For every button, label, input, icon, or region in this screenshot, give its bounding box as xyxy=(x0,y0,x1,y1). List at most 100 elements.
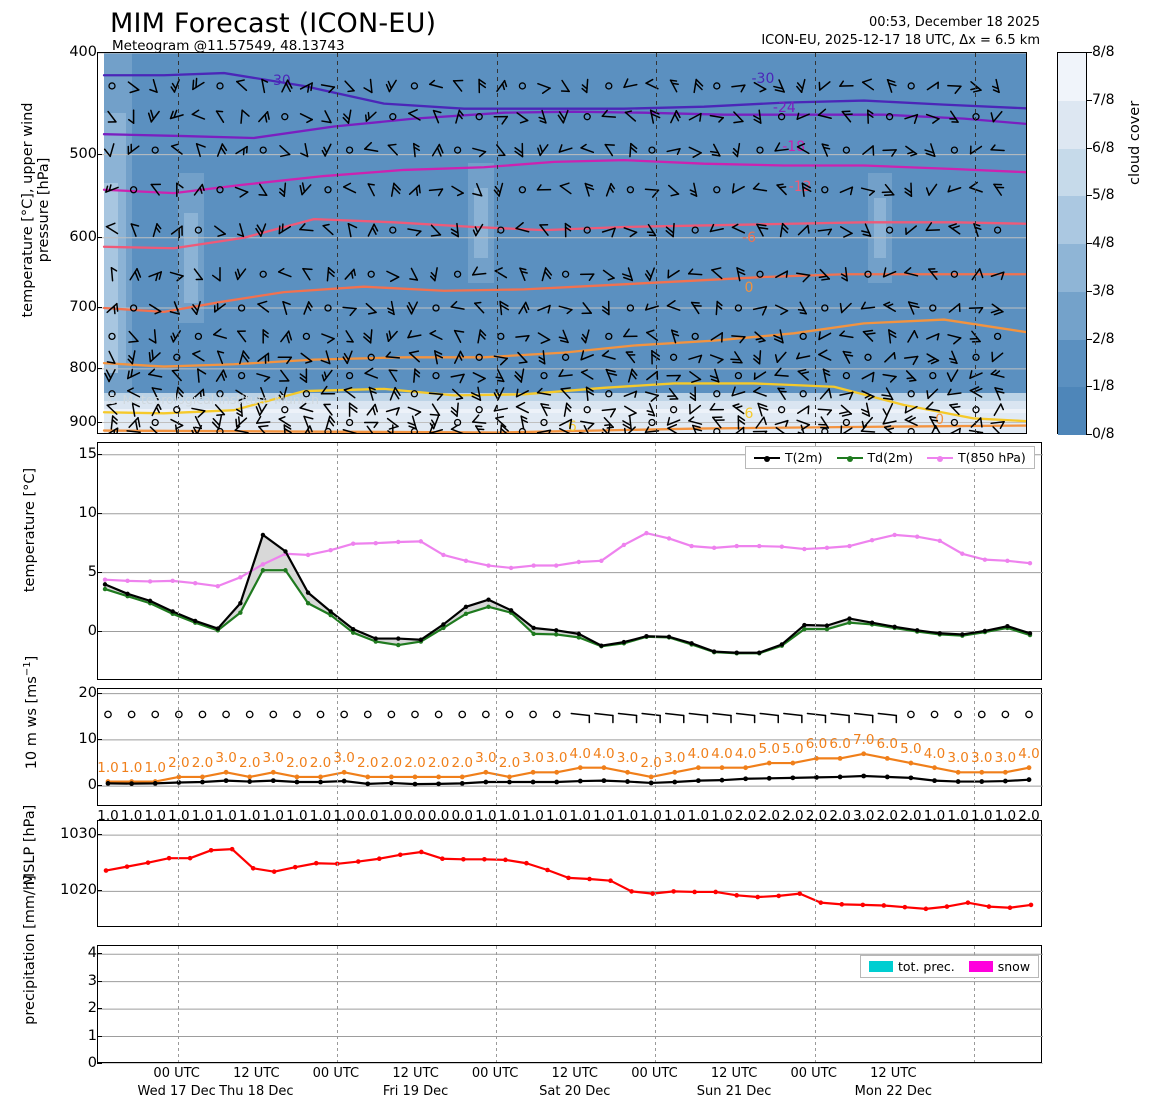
day-gridline xyxy=(655,689,657,805)
wind-speed-label: 2.0 xyxy=(380,754,403,771)
day-gridline xyxy=(814,689,816,805)
p3-plot xyxy=(98,693,1043,787)
x-axis-time: 12 UTC xyxy=(392,1066,439,1081)
day-gridline xyxy=(177,946,179,1062)
day-gridline xyxy=(655,821,657,926)
day-gridline xyxy=(974,689,975,805)
day-gridline xyxy=(337,53,339,433)
p4-plot xyxy=(98,834,1043,912)
p5-ytick: 4 xyxy=(87,945,97,962)
colorbar-tick-mark xyxy=(1086,290,1092,292)
day-gridline xyxy=(974,821,975,926)
colorbar-tick-mark xyxy=(1086,338,1092,340)
day-gridline xyxy=(336,689,338,805)
day-gridline xyxy=(656,53,657,433)
wind-speed-label: 3.0 xyxy=(947,750,969,767)
wind-speed-label: 5.0 xyxy=(900,741,922,758)
wind-speed-label: 3.0 xyxy=(971,750,993,767)
colorbar-tick-label: 3/8 xyxy=(1092,282,1115,299)
colorbar-label: cloud cover xyxy=(1127,100,1143,185)
p4-ytick: 1020 xyxy=(60,882,97,899)
wind-speed-label: 1.0 xyxy=(120,759,143,776)
x-axis-time: 12 UTC xyxy=(551,1066,598,1081)
cross-section-panel: -30 -30 -24 -18 -12 -6 0 6 0 6 © Meteorological In… xyxy=(97,52,1027,434)
tick-mark xyxy=(97,52,102,53)
colorbar-tick-mark xyxy=(1086,243,1092,244)
x-axis-day: Sun 21 Dec xyxy=(696,1084,772,1099)
day-gridline xyxy=(655,443,657,679)
tick-mark xyxy=(97,738,102,740)
x-axis-day: Thu 18 Dec xyxy=(219,1084,294,1099)
temperature-panel xyxy=(97,442,1043,680)
cross-section-ylabel: temperature [°C], upper wind pressure [h… xyxy=(20,102,52,318)
precipitation-legend: tot. prec. snow xyxy=(860,955,1040,978)
legend-label-t2m: T(2m) xyxy=(785,450,823,465)
x-axis-day: Mon 22 Dec xyxy=(854,1084,933,1099)
colorbar-band xyxy=(1058,387,1086,435)
wind-speed-label: 2.0 xyxy=(168,754,190,771)
colorbar-tick-mark xyxy=(1086,99,1092,101)
colorbar-tick-label: 7/8 xyxy=(1092,91,1115,108)
x-axis-tick: 00 UTC xyxy=(790,1066,836,1084)
wind-speed-label: 2.0 xyxy=(286,754,308,771)
wind-speed-label: 3.0 xyxy=(215,750,237,767)
contour-label: 0 xyxy=(744,279,754,296)
x-axis-time: 12 UTC xyxy=(233,1066,280,1081)
wind-speed-label: 2.0 xyxy=(404,754,426,771)
legend-label-totprec: tot. prec. xyxy=(898,959,955,974)
x-axis-day: Sat 20 Dec xyxy=(539,1084,611,1099)
day-gridline xyxy=(336,821,338,926)
day-gridline xyxy=(496,689,498,805)
wind-speed-label: 3.0 xyxy=(262,750,285,767)
page-subtitle: Meteogram @11.57549, 48.13743 xyxy=(112,38,345,54)
x-axis-tick: 12 UTC Fri 19 Dec xyxy=(383,1066,448,1100)
cross-section-ytick: 800 xyxy=(69,359,97,376)
x-axis-time: 12 UTC xyxy=(870,1066,917,1081)
x-axis-tick: 00 UTC xyxy=(313,1066,359,1084)
day-gridline xyxy=(974,53,976,433)
tick-mark xyxy=(97,980,102,982)
tick-mark xyxy=(97,785,102,787)
tick-mark xyxy=(97,1063,102,1064)
colorbar-tick-mark xyxy=(1086,195,1092,197)
wind-speed-label: 4.0 xyxy=(711,745,733,762)
colorbar-tick-label: 4/8 xyxy=(1092,235,1115,251)
cross-section-ytick: 600 xyxy=(69,228,97,245)
p2-ytick: 15 xyxy=(78,445,97,462)
x-axis-tick: 00 UTC xyxy=(472,1066,518,1084)
cross-section-ytick: 700 xyxy=(69,298,97,315)
day-gridline xyxy=(496,946,498,1062)
day-gridline xyxy=(336,443,338,679)
p2-plot xyxy=(98,454,1043,656)
tick-mark xyxy=(97,306,102,308)
wind-speed-label: 3.0 xyxy=(616,750,639,767)
contour-label: -12 xyxy=(788,179,812,196)
colorbar-tick-mark xyxy=(1086,434,1092,435)
tick-mark xyxy=(97,571,102,573)
tick-mark xyxy=(97,236,102,238)
cross-section-ytick: 500 xyxy=(69,145,97,162)
wind-speed-label: 3.0 xyxy=(333,750,355,767)
wind-speed-label: 3.0 xyxy=(475,750,497,767)
page-title: MIM Forecast (ICON-EU) xyxy=(110,8,437,39)
wind-speed-label: 4.0 xyxy=(593,745,615,762)
colorbar-band xyxy=(1058,244,1086,292)
p5-ytick: 3 xyxy=(87,972,97,989)
colorbar-band xyxy=(1058,100,1086,149)
day-gridline xyxy=(814,443,816,679)
legend-swatch-snow xyxy=(968,961,993,972)
copyright-text: © Meteorological Institute Munich xyxy=(106,392,319,407)
tick-mark xyxy=(97,890,102,892)
p3-ytick: 0 xyxy=(87,777,97,794)
tick-mark xyxy=(97,367,102,369)
x-axis-tick: 00 UTC Wed 17 Dec xyxy=(138,1066,216,1100)
wind-speed-label: 4.0 xyxy=(923,745,946,762)
day-gridline xyxy=(496,53,498,433)
wind-speed-label: 6.0 xyxy=(876,736,899,753)
wind-speed-label: 3.0 xyxy=(994,750,1017,767)
colorbar-tick-label: 2/8 xyxy=(1092,330,1115,347)
wind-speed-label: 3.0 xyxy=(664,750,686,767)
colorbar-tick-label: 6/8 xyxy=(1092,139,1115,156)
wind-speed-label: 5.0 xyxy=(782,741,804,758)
legend-line-t2m xyxy=(754,455,780,462)
